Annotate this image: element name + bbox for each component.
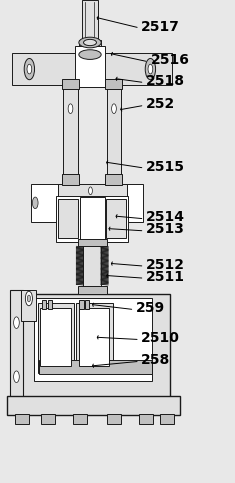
Bar: [82, 0, 98, 41]
Circle shape: [27, 64, 32, 74]
Bar: [105, 79, 122, 89]
Circle shape: [14, 317, 19, 328]
Circle shape: [145, 58, 156, 80]
Circle shape: [112, 104, 116, 114]
Bar: [7, 396, 180, 415]
Bar: [62, 174, 79, 185]
Text: 2510: 2510: [141, 331, 180, 345]
Bar: [107, 414, 121, 424]
Circle shape: [27, 295, 31, 302]
Text: 2517: 2517: [141, 20, 180, 33]
Bar: [34, 298, 152, 381]
Text: 2512: 2512: [146, 258, 185, 271]
Bar: [40, 308, 70, 366]
Bar: [58, 184, 127, 198]
Bar: [58, 199, 78, 238]
Ellipse shape: [84, 40, 97, 45]
Bar: [160, 414, 174, 424]
Bar: [106, 199, 126, 238]
Bar: [62, 79, 79, 89]
Bar: [21, 290, 36, 321]
Circle shape: [68, 104, 73, 114]
Bar: [79, 300, 84, 309]
Text: 2513: 2513: [146, 223, 184, 236]
Circle shape: [24, 58, 35, 80]
Circle shape: [25, 291, 32, 306]
Ellipse shape: [79, 37, 101, 48]
Bar: [48, 300, 52, 309]
Text: 2515: 2515: [146, 160, 185, 173]
Bar: [31, 184, 60, 222]
Bar: [41, 414, 55, 424]
Text: 2514: 2514: [146, 211, 185, 224]
Bar: [38, 303, 74, 373]
Text: 258: 258: [141, 353, 170, 367]
Bar: [107, 82, 121, 176]
Text: 259: 259: [136, 301, 165, 315]
Bar: [125, 184, 143, 222]
Bar: [85, 300, 89, 309]
Bar: [78, 286, 107, 294]
Bar: [139, 414, 153, 424]
Circle shape: [32, 197, 38, 209]
Circle shape: [148, 64, 153, 74]
Bar: [15, 414, 29, 424]
Bar: [63, 82, 78, 176]
Bar: [12, 53, 172, 85]
Bar: [56, 196, 128, 242]
Text: 2518: 2518: [146, 74, 185, 88]
Bar: [79, 40, 101, 55]
Circle shape: [89, 187, 92, 195]
Circle shape: [14, 371, 19, 383]
Bar: [78, 239, 107, 246]
Bar: [79, 308, 109, 366]
Bar: [15, 294, 170, 398]
Bar: [73, 414, 87, 424]
Bar: [83, 240, 101, 291]
Bar: [10, 290, 23, 406]
Bar: [80, 197, 105, 240]
Text: 2511: 2511: [146, 270, 185, 284]
Text: 2516: 2516: [150, 54, 189, 67]
Bar: [42, 300, 46, 309]
Text: 252: 252: [146, 97, 175, 111]
Bar: [76, 303, 113, 373]
Bar: [39, 360, 152, 374]
Bar: [105, 174, 122, 185]
Ellipse shape: [79, 50, 101, 59]
Bar: [75, 46, 105, 87]
